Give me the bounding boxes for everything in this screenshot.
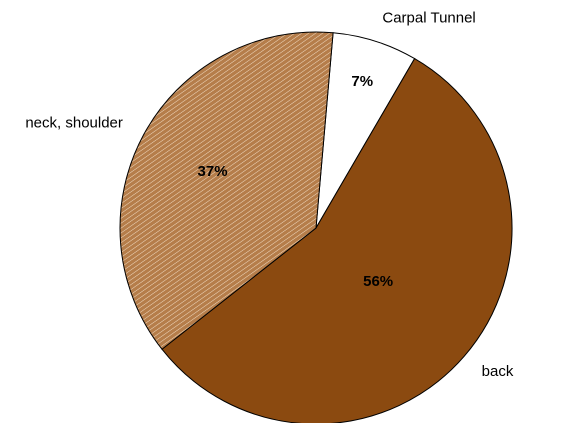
category-label: Carpal Tunnel (382, 10, 475, 27)
category-label: neck, shoulder (25, 115, 123, 132)
value-label: 37% (198, 163, 228, 180)
value-label: 7% (351, 73, 373, 90)
value-label: 56% (363, 273, 393, 290)
pie-slice (161, 57, 513, 423)
category-label: back (482, 363, 514, 380)
pie-slice (119, 31, 334, 350)
